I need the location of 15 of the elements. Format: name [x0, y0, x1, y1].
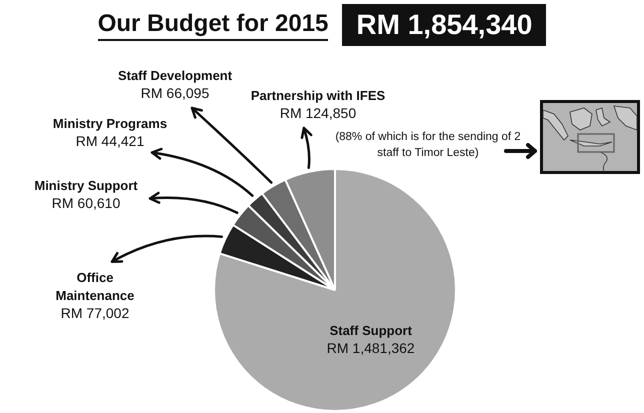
slice-label: Partnership with IFES: [250, 88, 386, 103]
data-label: RM 124,850: [280, 105, 356, 121]
data-label: RM 1,481,362: [326, 340, 415, 356]
data-label: RM 44,421: [76, 133, 144, 149]
data-label: RM 60,610: [52, 195, 120, 211]
slice-label: Office Maintenance: [56, 270, 134, 303]
slice-label: Staff Support: [330, 322, 413, 338]
chart-subtitle: RM 1,854,340: [342, 4, 546, 46]
slice-label: Ministry Programs: [52, 116, 168, 131]
slice-label: Ministry Support: [34, 178, 138, 193]
slice-label: Staff Development: [118, 68, 233, 83]
text: (88% of which is for the sending of 2 staff to Timor Leste): [335, 131, 521, 159]
chart-title: Our Budget for 2015: [98, 9, 328, 41]
data-label: RM 66,095: [140, 85, 210, 101]
data-label: RM 77,002: [60, 305, 130, 321]
